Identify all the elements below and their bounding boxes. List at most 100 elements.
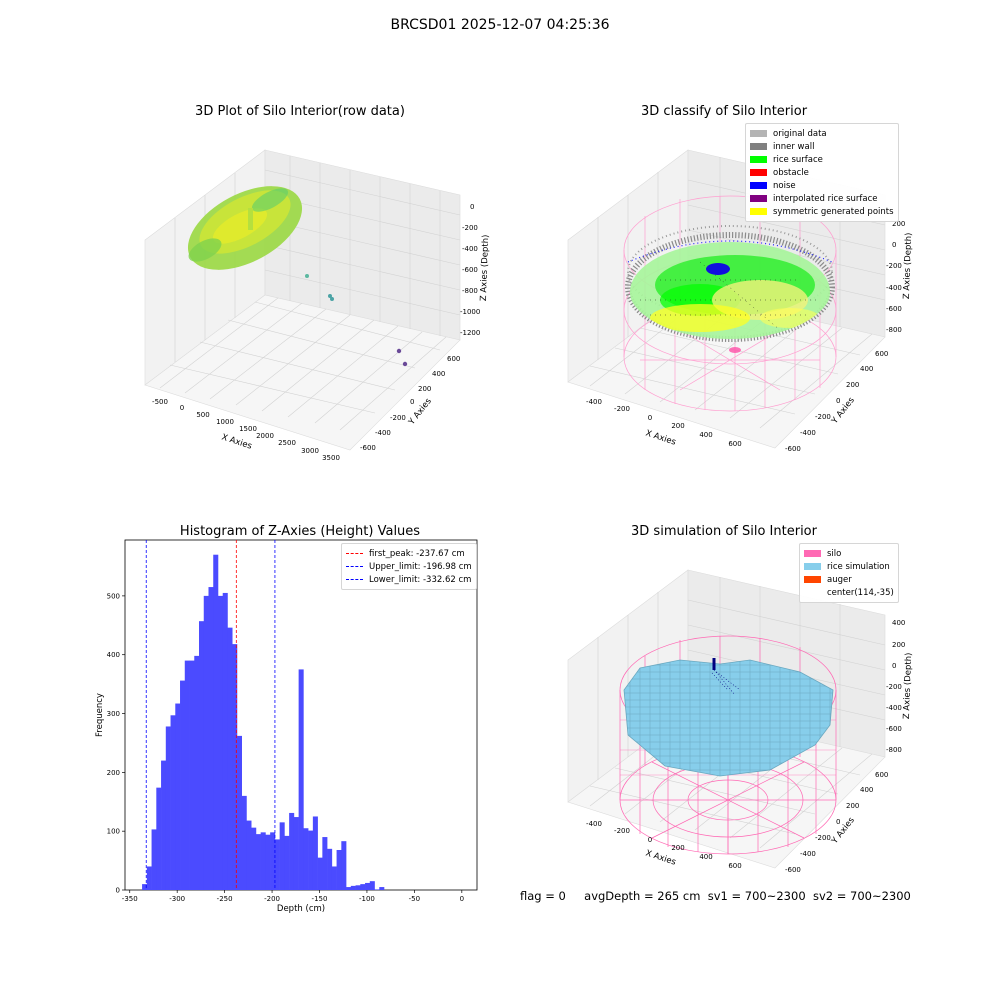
raw-y-tick: 200 [418,385,431,393]
simulation-y-tick: -400 [800,850,816,858]
histogram-bar [241,795,247,890]
histogram-title: Histogram of Z-Axies (Height) Values [179,524,421,539]
classify-x-tick: 0 [648,414,652,422]
legend-label: silo [827,548,842,559]
raw-plot-title: 3D Plot of Silo Interior(row data) [195,104,405,119]
histogram-x-tick-label: -300 [169,895,185,903]
legend-item: center(114,-35) [804,586,894,599]
legend-item: original data [750,127,894,140]
classify-y-tick: 600 [875,350,888,358]
histogram-plot: -350 -300 -250 -200 -150 -100 -50 0 0 100 200 300 4… [95,539,478,914]
histogram-bar [308,830,314,890]
raw-x-tick: 1000 [216,418,234,426]
simulation-y-tick: 200 [846,802,859,810]
histogram-bar [213,554,219,890]
legend-label: interpolated rice surface [773,193,878,204]
histogram-bar [227,627,233,890]
histogram-y-tick-label: 200 [107,769,120,777]
legend-swatch [750,195,767,202]
classify-y-tick: 200 [846,381,859,389]
histogram-bar [199,621,205,890]
classify-x-tick: 200 [671,422,684,430]
simulation-z-tick: 0 [892,662,896,670]
histogram-bar [298,669,304,890]
histogram-bar [208,587,214,890]
simulation-z-tick: -800 [886,746,902,754]
histogram-bar [360,884,366,890]
histogram-bar [251,827,257,890]
simulation-x-tick: -200 [614,827,630,835]
histogram-x-tick-label: 0 [460,895,464,903]
histogram-bar [236,735,243,890]
legend-swatch [750,143,767,150]
histogram-y-tick-label: 500 [107,592,120,600]
legend-label: original data [773,128,827,139]
histogram-bar [374,889,380,890]
histogram-bar [341,841,347,890]
raw-y-tick: -200 [390,414,406,422]
legend-line [346,553,363,554]
histogram-bar [161,760,167,890]
legend-label: symmetric generated points [773,206,894,217]
legend-swatch [804,550,821,557]
auger-marker [711,658,741,696]
simulation-plot-title: 3D simulation of Silo Interior [631,524,817,539]
histogram-bar [365,882,371,890]
raw-x-tick: 500 [196,411,209,419]
histogram-bar [151,829,157,890]
raw-y-tick: 0 [410,398,414,406]
legend-item: Lower_limit: -332.62 cm [346,573,472,586]
legend-item: interpolated rice surface [750,192,894,205]
raw-x-tick: 2000 [256,432,274,440]
histogram-bar [322,837,328,890]
simulation-y-tick: 400 [860,786,873,794]
raw-x-tick: 3500 [322,454,340,462]
raw-x-tick: 3000 [301,447,319,455]
histogram-bar [217,595,224,890]
legend-label: Lower_limit: -332.62 cm [369,574,472,585]
histogram-bar [146,866,152,890]
raw-z-tick: -1200 [460,329,480,337]
legend-swatch [750,156,767,163]
classify-x-label: X Axies [644,428,677,447]
raw-y-tick: 400 [432,370,445,378]
legend-swatch [804,589,821,596]
raw-z-tick: -600 [462,266,478,274]
histogram-legend: first_peak: -237.67 cm Upper_limit: -196… [341,543,477,590]
histogram-x-tick-label: -150 [312,895,328,903]
legend-item: noise [750,179,894,192]
classify-z-tick: -200 [886,262,902,270]
histogram-bar [317,857,323,890]
classify-x-tick: 400 [699,431,712,439]
legend-swatch [804,563,821,570]
histogram-x-tick-label: -200 [264,895,280,903]
legend-swatch [750,169,767,176]
raw-x-tick: 1500 [239,425,257,433]
legend-label: rice simulation [827,561,890,572]
histogram-bar [260,832,266,890]
simulation-x-tick: 600 [728,862,741,870]
raw-x-tick: 2500 [278,439,296,447]
legend-label: first_peak: -237.67 cm [369,548,465,559]
legend-item: obstacle [750,166,894,179]
raw-z-tick: 0 [470,203,474,211]
classify-x-tick: 600 [728,440,741,448]
simulation-z-label: Z Axies (Depth) [902,652,914,719]
classify-rice-surface [630,242,830,339]
legend-item: auger [804,573,894,586]
histogram-bar [255,834,261,890]
simulation-y-label: Y Axies [829,815,857,847]
sv2-text: sv2 = 700~2300 [812,889,911,903]
classify-y-label: Y Axies [829,395,857,427]
histogram-bar [303,828,309,890]
histogram-y-tick-label: 300 [107,710,120,718]
raw-y-tick: 600 [447,355,460,363]
status-footer: flag = 0 avgDepth = 265 cm sv1 = 700~230… [520,889,911,903]
legend-swatch [750,182,767,189]
raw-x-tick: -500 [152,398,168,406]
simulation-y-tick: -200 [815,834,831,842]
simulation-legend: silo rice simulation auger center(114,-3… [799,543,899,603]
histogram-bar [284,835,290,890]
classify-z-tick: -800 [886,326,902,334]
